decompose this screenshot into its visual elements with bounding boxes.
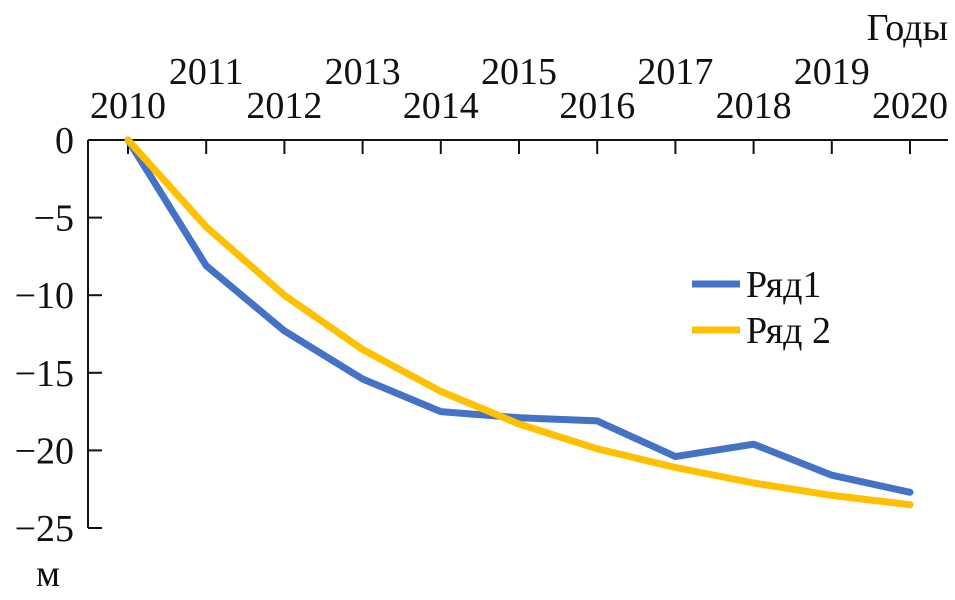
x-tick-label: 2010 [90,85,166,127]
x-tick-label: 2014 [403,85,479,127]
x-tick-label: 2013 [325,51,401,93]
x-tick-label: 2020 [872,85,948,127]
y-tick-label: −20 [15,430,74,472]
y-tick-label: −15 [15,353,74,395]
y-axis-title: м [36,553,60,595]
x-tick-label: 2012 [246,85,322,127]
x-tick-label: 2019 [794,51,870,93]
series-line-2 [124,136,914,509]
x-tick-label: 2018 [716,85,792,127]
legend-label-1: Ряд1 [746,264,822,306]
y-tick-label: 0 [55,120,74,162]
y-tick-label: −10 [15,275,74,317]
x-tick-label: 2011 [169,51,244,93]
x-ticks: 2010201120122013201420152016201720182019… [90,51,948,154]
y-ticks: 0 −5 −10 −15 −20 −25 [15,120,102,550]
x-tick-label: 2015 [481,51,557,93]
series-line-1 [124,136,914,496]
x-tick-label: 2016 [559,85,635,127]
legend-label-2: Ряд 2 [746,310,831,352]
series-layer [124,136,914,509]
x-tick-label: 2017 [637,51,713,93]
y-tick-label: −25 [15,508,74,550]
x-axis-title: Годы [867,7,948,49]
y-tick-label: −5 [34,198,74,240]
